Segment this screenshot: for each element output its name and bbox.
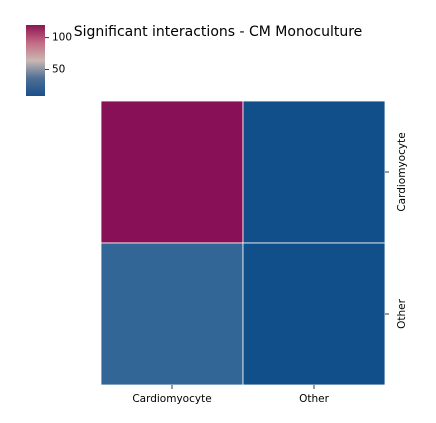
colorbar: 100 50 — [26, 25, 72, 96]
heatmap-cell-0-0 — [100, 100, 244, 244]
row-labels: Cardiomyocyte Other — [385, 132, 408, 329]
chart-title: Significant interactions - CM Monocultur… — [74, 24, 363, 40]
colorbar-tick-label-0: 100 — [52, 32, 72, 44]
heatmap-cell-1-1 — [242, 242, 386, 386]
heatmap-cells — [100, 100, 386, 386]
column-label-0: Cardiomyocyte — [132, 393, 211, 405]
heatmap-cell-1-0 — [100, 242, 244, 386]
colorbar-tick-label-1: 50 — [52, 63, 65, 75]
row-label-0: Cardiomyocyte — [396, 132, 408, 211]
row-label-1: Other — [396, 298, 408, 328]
colorbar-gradient — [26, 25, 45, 96]
column-label-1: Other — [299, 393, 329, 405]
column-labels: Cardiomyocyte Other — [132, 385, 330, 405]
heatmap-cell-0-1 — [242, 100, 386, 244]
